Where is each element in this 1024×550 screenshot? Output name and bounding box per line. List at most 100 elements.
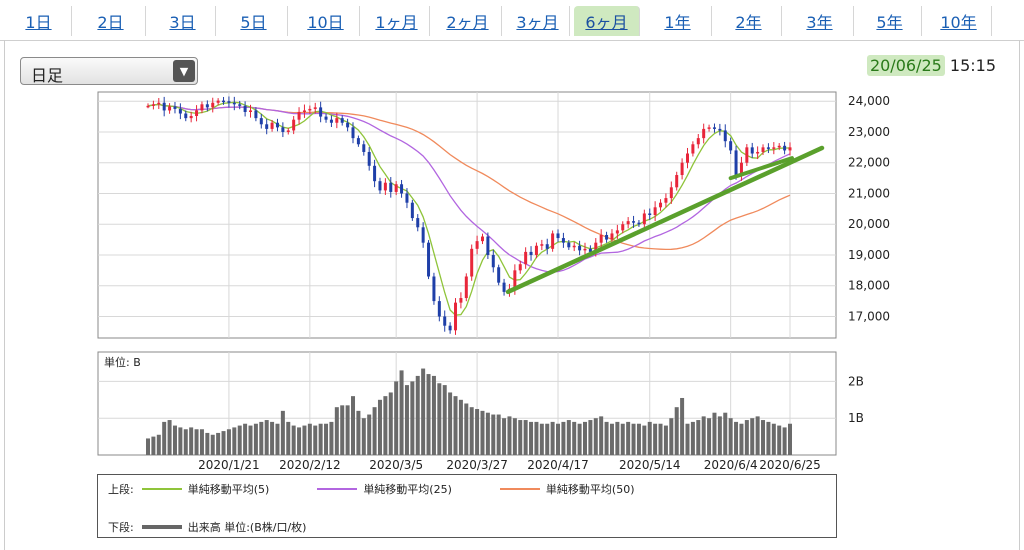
candle-body	[249, 110, 253, 112]
tab-5日[interactable]: 5日	[220, 6, 288, 36]
volume-bar	[642, 425, 647, 455]
candle-body	[696, 138, 700, 145]
volume-bar	[566, 420, 571, 455]
volume-bar	[210, 434, 215, 455]
tab-10年[interactable]: 10年	[926, 6, 992, 36]
tab-2日[interactable]: 2日	[76, 6, 146, 36]
volume-bar	[620, 423, 625, 455]
tab-6ヶ月[interactable]: 6ヶ月	[574, 6, 640, 36]
candle-body	[222, 100, 226, 103]
candle-body	[529, 251, 533, 255]
tab-1日[interactable]: 1日	[6, 6, 72, 36]
candle-body	[605, 234, 609, 240]
interval-select[interactable]: 日足 ▼	[20, 57, 198, 85]
volume-bar	[518, 420, 523, 455]
candle-body	[400, 184, 404, 194]
ma5-line	[147, 101, 790, 316]
volume-bar	[221, 431, 226, 455]
tab-1ヶ月[interactable]: 1ヶ月	[364, 6, 430, 36]
tab-2ヶ月[interactable]: 2ヶ月	[434, 6, 502, 36]
candle-body	[292, 119, 296, 131]
volume-bar	[523, 420, 528, 455]
volume-bar	[437, 383, 442, 455]
candle-body	[551, 233, 555, 249]
volume-bar	[717, 416, 722, 455]
candle-body	[497, 267, 501, 283]
volume-bar	[577, 423, 582, 455]
volume-bar	[588, 420, 593, 455]
volume-bar	[545, 423, 550, 455]
candle-body	[480, 236, 484, 242]
candle-body	[238, 104, 242, 106]
price-tick-label: 21,000	[848, 186, 890, 200]
volume-bar	[696, 420, 701, 455]
candle-body	[281, 127, 285, 132]
candle-body	[297, 111, 301, 120]
candle-body	[162, 102, 166, 111]
candle-body	[524, 251, 528, 265]
volume-bar	[777, 425, 782, 455]
period-tab-bar: 1日 2日 3日 5日 10日 1ヶ月 2ヶ月 3ヶ月 6ヶ月 1年 2年 3年 5年 10年	[0, 0, 1024, 41]
x-tick-label: 2020/3/27	[446, 458, 508, 472]
volume-bar	[162, 421, 167, 455]
candle-body	[578, 245, 582, 251]
volume-bar	[636, 423, 641, 455]
tab-1年[interactable]: 1年	[644, 6, 712, 36]
interval-select-value: 日足	[31, 66, 64, 85]
volume-bar	[647, 421, 652, 455]
tab-3日[interactable]: 3日	[150, 6, 216, 36]
legend-lower-prefix: 下段:	[108, 521, 134, 534]
volume-bar	[701, 416, 706, 455]
volume-bar	[485, 412, 490, 455]
candle-body	[389, 182, 393, 192]
volume-bar	[291, 425, 296, 455]
volume-bar	[458, 399, 463, 455]
tab-5年[interactable]: 5年	[858, 6, 922, 36]
candle-body	[540, 244, 544, 246]
volume-bar	[539, 423, 544, 455]
tab-10日[interactable]: 10日	[292, 6, 360, 36]
candle-body	[718, 128, 722, 131]
tab-2年[interactable]: 2年	[716, 6, 782, 36]
candle-body	[702, 128, 706, 139]
candle-body	[378, 181, 382, 191]
volume-bar	[351, 396, 356, 455]
volume-bar	[707, 418, 712, 455]
volume-bar	[766, 421, 771, 455]
price-tick-label: 22,000	[848, 156, 890, 170]
volume-bar	[253, 423, 258, 455]
volume-bar	[561, 421, 566, 455]
candle-body	[761, 147, 765, 152]
candle-body	[669, 187, 673, 199]
candle-body	[146, 105, 150, 108]
volume-unit-label: 単位: B	[104, 355, 141, 369]
candle-body	[416, 218, 420, 228]
candle-body	[486, 236, 490, 255]
volume-bar	[512, 418, 517, 455]
candle-body	[313, 107, 317, 109]
candle-body	[637, 222, 641, 225]
volume-bar	[685, 423, 690, 455]
candle-body	[459, 298, 463, 303]
volume-bar	[361, 418, 366, 455]
volume-bar	[156, 434, 161, 455]
x-tick-label: 2020/6/4	[704, 458, 758, 472]
x-tick-label: 2020/2/12	[279, 458, 341, 472]
volume-bar	[394, 381, 399, 455]
candle-body	[739, 162, 743, 176]
last-update-date: 20/06/25	[866, 55, 945, 76]
last-update-timestamp: 20/06/25 15:15	[866, 55, 996, 76]
candle-body	[302, 110, 306, 112]
candle-body	[275, 122, 279, 128]
tab-3ヶ月[interactable]: 3ヶ月	[506, 6, 570, 36]
volume-bar	[550, 421, 555, 455]
volume-bar	[270, 421, 275, 455]
volume-bar	[712, 412, 717, 455]
candle-body	[588, 248, 592, 252]
tab-3年[interactable]: 3年	[786, 6, 854, 36]
candle-body	[286, 130, 290, 132]
chevron-down-icon[interactable]: ▼	[173, 60, 195, 82]
candle-body	[335, 118, 339, 123]
candle-body	[750, 147, 754, 154]
volume-bar	[313, 425, 318, 455]
